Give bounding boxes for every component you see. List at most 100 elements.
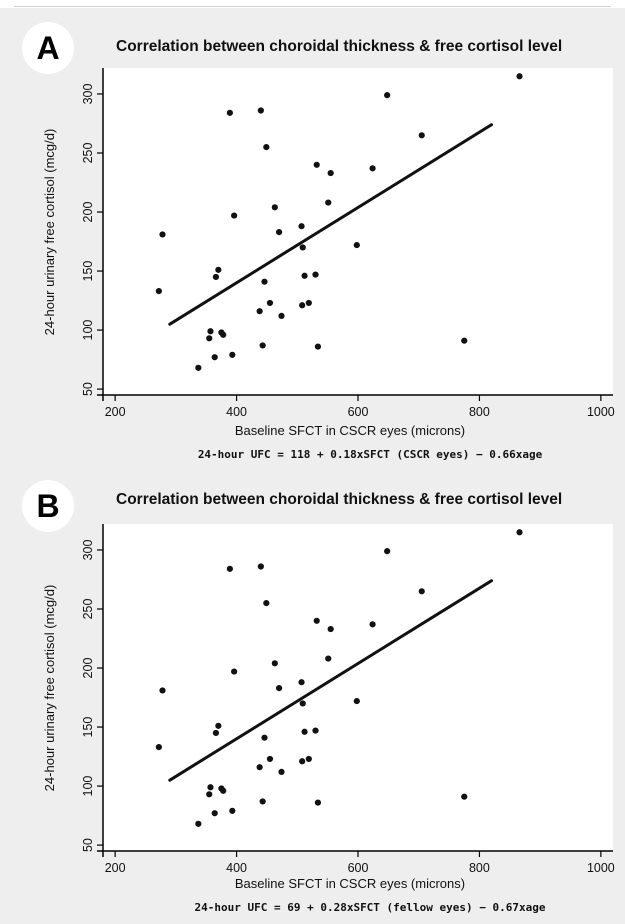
data-point [155,288,162,295]
data-point [257,107,264,114]
x-tick-label: 400 [226,405,247,419]
data-point [516,529,523,536]
y-tick-label: 200 [81,202,95,223]
data-point [325,199,332,206]
data-point [211,354,218,361]
data-point [314,799,322,806]
y-tick-label: 200 [81,658,95,679]
data-point [325,655,332,662]
data-point [299,758,306,765]
data-point [207,784,214,791]
y-tick-label: 50 [81,382,95,396]
x-tick-label: 200 [105,405,126,419]
y-axis-label: 24-hour urinary free cortisol (mcg/d) [42,129,57,336]
y-tick-label: 150 [81,717,95,738]
x-tick-label: 1000 [587,861,615,875]
data-point [229,807,236,814]
data-point [195,364,202,371]
y-tick-label: 250 [81,143,95,164]
data-point [313,617,320,624]
panel-label-badge: A [22,22,74,74]
data-point [257,563,264,570]
data-point [299,244,306,251]
data-point [301,272,308,279]
data-point [259,342,266,349]
y-axis-label: 24-hour urinary free cortisol (mcg/d) [42,585,57,792]
data-point [327,169,334,177]
data-point [298,223,305,230]
data-point [206,335,213,342]
data-point [226,565,233,572]
chart-title: Correlation between choroidal thickness … [116,491,562,508]
data-point [461,337,468,344]
y-tick-label: 250 [81,599,95,620]
data-point [229,351,236,358]
x-tick-label: 600 [348,405,369,419]
data-point [220,787,227,794]
data-point [353,697,360,705]
plot-background [103,68,613,395]
regression-line [168,123,494,326]
data-point [369,621,376,628]
data-point [231,212,238,219]
y-tick-label: 150 [81,261,95,282]
data-point [215,266,222,273]
data-point [369,165,376,172]
data-point [259,798,266,805]
panel-label-badge: B [22,480,74,532]
data-point [206,791,213,798]
data-point [256,308,263,315]
data-point [305,299,312,307]
data-point [275,228,283,236]
chart-panel-b: B Correlation between choroidal thicknes… [0,466,625,924]
x-axis-label: Baseline SFCT in CSCR eyes (microns) [235,423,465,438]
plot-background [103,524,613,851]
data-point [266,299,274,307]
x-tick-label: 400 [226,861,247,875]
top-divider [14,6,611,7]
data-point [278,312,285,320]
data-point [312,271,319,278]
data-point [275,684,283,692]
x-tick-label: 600 [348,861,369,875]
data-point [271,660,278,667]
chart-title: Correlation between choroidal thickness … [116,38,562,55]
data-point [207,328,214,335]
data-point [159,687,166,694]
regression-line [168,579,494,782]
regression-equation: 24-hour UFC = 118 + 0.18xSFCT (CSCR eyes… [198,448,543,461]
y-tick-label: 300 [81,539,95,560]
plot-area: 50 100 150 200 250 300 200 400 600 800 1000 [81,524,615,875]
x-tick-label: 800 [469,861,490,875]
data-point [263,599,270,607]
data-point [312,727,319,734]
data-point [314,343,322,350]
data-point [301,728,308,735]
data-point [298,679,305,686]
y-tick-label: 100 [81,776,95,797]
x-tick-label: 1000 [587,405,615,419]
data-point [231,668,238,675]
data-point [256,764,263,771]
y-tick-label: 50 [81,838,95,852]
data-point [159,231,166,238]
data-point [212,273,220,281]
data-point [305,755,312,763]
y-tick-label: 100 [81,320,95,341]
data-point [418,132,425,139]
data-point [226,109,233,116]
regression-equation: 24-hour UFC = 69 + 0.28xSFCT (fellow eye… [195,901,546,914]
data-point [327,625,334,633]
data-point [384,92,391,99]
data-point [384,548,391,555]
data-point [271,204,278,211]
plot-area: 50 100 150 200 250 300 200 400 600 800 1000 [81,68,615,419]
data-point [461,793,468,800]
data-point [299,700,306,707]
x-tick-label: 800 [469,405,490,419]
data-point [215,722,222,729]
x-tick-label: 200 [105,861,126,875]
panel-label: A [36,30,60,66]
data-point [155,744,162,751]
data-point [278,768,285,776]
